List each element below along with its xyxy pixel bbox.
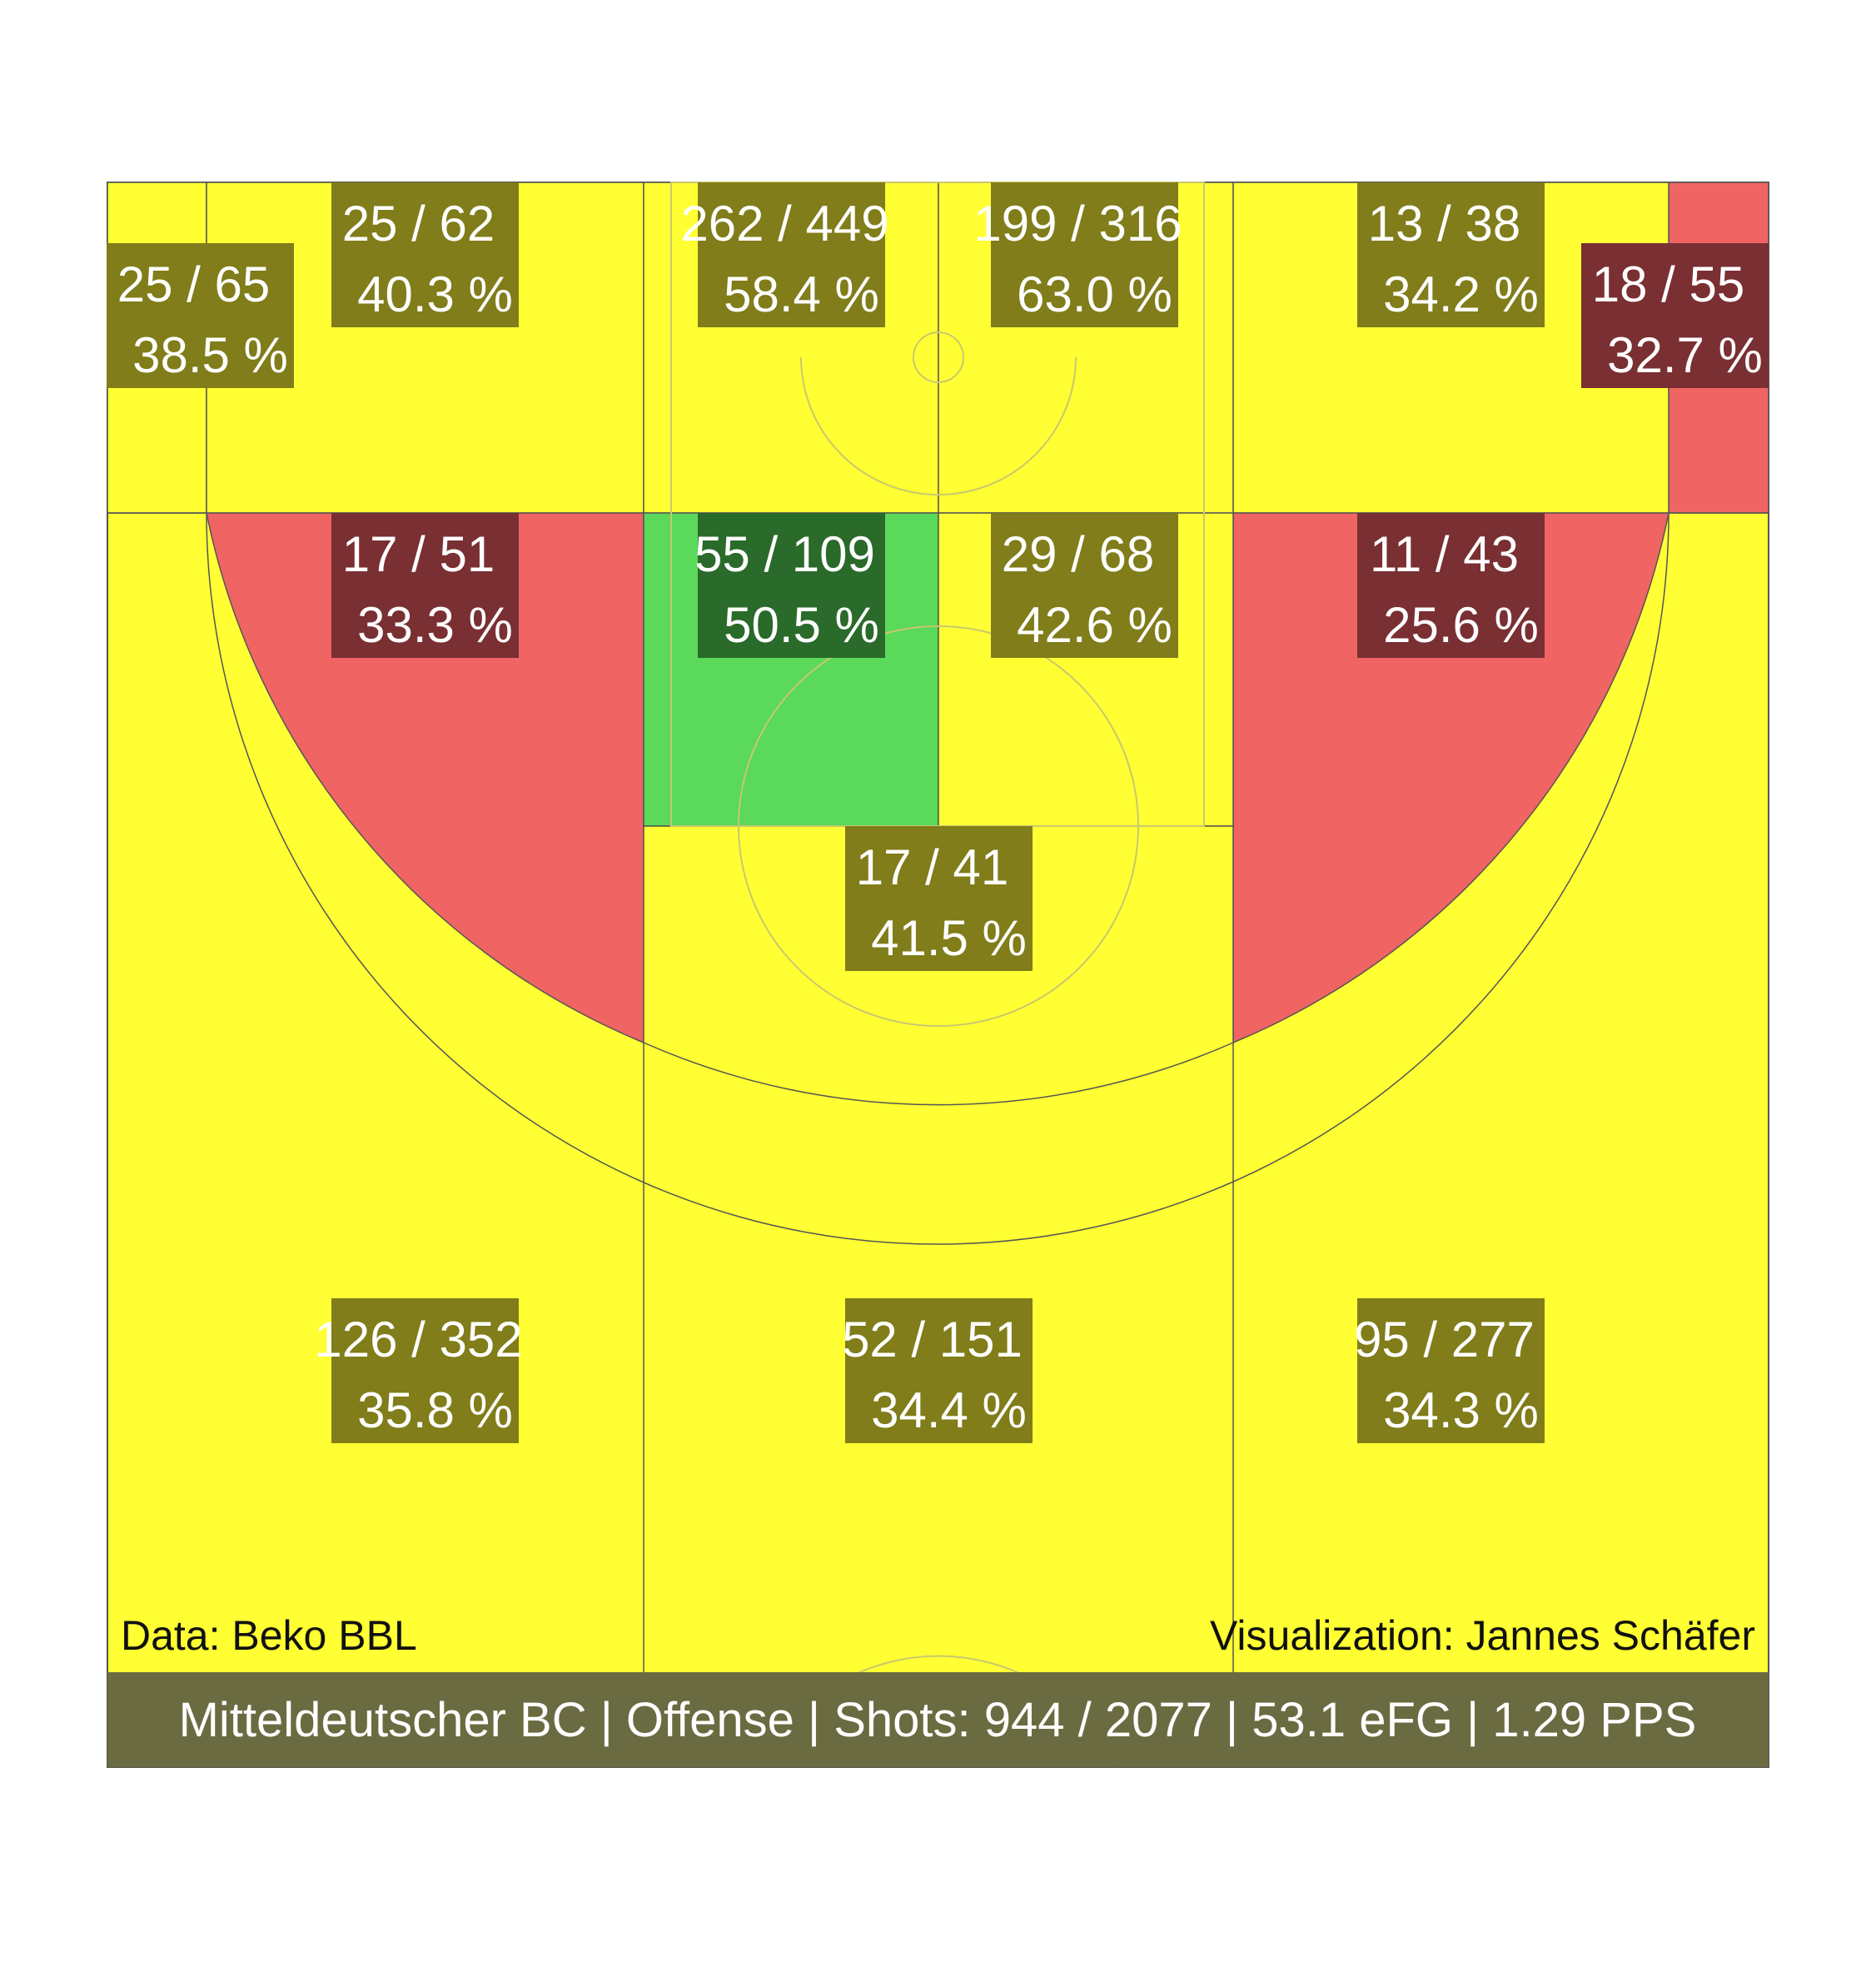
footer-bar [107, 1672, 1769, 1767]
zone-percent: 34.3 % [1383, 1382, 1539, 1438]
zone-fraction: 55 / 109 [694, 526, 875, 582]
zone-percent: 58.4 % [724, 266, 879, 322]
zone-fraction: 262 / 449 [680, 196, 888, 251]
zone-fraction: 17 / 41 [856, 839, 1009, 895]
zone-label-paint-left: 55 / 109 50.5 % [694, 513, 885, 658]
free-throw-circle [738, 625, 1139, 1027]
court-zones [107, 182, 1769, 1768]
footer-summary: Mitteldeutscher BC | Offense | Shots: 94… [179, 1693, 1697, 1747]
zone-label-box [698, 513, 885, 658]
zone-fraction: 95 / 277 [1354, 1312, 1535, 1367]
zone-percent: 25.6 % [1383, 597, 1539, 653]
zone-label-top-key-two: 17 / 41 41.5 % [845, 826, 1033, 971]
zone-label-box [698, 182, 885, 327]
zone-percent: 42.6 % [1017, 597, 1172, 653]
zone-fraction: 25 / 65 [117, 256, 271, 312]
zone-label-box [331, 513, 519, 658]
zone-fraction: 13 / 38 [1368, 196, 1521, 251]
zone-fraction: 199 / 316 [973, 196, 1182, 251]
zone-percent: 32.7 % [1607, 327, 1763, 383]
zone-percent: 40.3 % [357, 266, 513, 322]
zone-percent: 34.4 % [871, 1382, 1027, 1438]
zone-right-wing-two [1232, 512, 1669, 1044]
zone-label-box [991, 513, 1178, 658]
visualization-credit: Visualization: Jannes Schäfer [1210, 1612, 1755, 1659]
zone-label-box [1581, 243, 1769, 388]
zone-label-top-three: 52 / 151 34.4 % [842, 1298, 1033, 1443]
zone-fraction: 29 / 68 [1002, 526, 1155, 582]
zone-label-restricted-left: 262 / 449 58.4 % [680, 182, 889, 327]
zone-label-box [1357, 1298, 1545, 1443]
zone-label-right-wing-three: 95 / 277 34.3 % [1354, 1298, 1545, 1443]
zone-label-left-baseline-two: 25 / 62 40.3 % [331, 182, 519, 327]
zone-label-box [107, 243, 294, 388]
data-credit: Data: Beko BBL [121, 1612, 417, 1659]
zone-label-box [845, 1298, 1033, 1443]
zone-percent: 38.5 % [132, 327, 288, 383]
restricted-area-arc [800, 356, 1077, 495]
zone-label-right-corner-three: 18 / 55 32.7 % [1581, 243, 1769, 388]
zone-label-paint-right: 29 / 68 42.6 % [991, 513, 1178, 658]
zone-label-left-wing-two: 17 / 51 33.3 % [331, 513, 519, 658]
zone-percent: 33.3 % [357, 597, 513, 653]
zone-percent: 63.0 % [1017, 266, 1172, 322]
zone-label-left-wing-three: 126 / 352 35.8 % [314, 1298, 523, 1443]
zone-percent: 35.8 % [357, 1382, 513, 1438]
zone-percent: 41.5 % [871, 910, 1027, 966]
zone-fraction: 52 / 151 [842, 1312, 1023, 1367]
zone-fraction: 11 / 43 [1370, 526, 1519, 582]
zone-label-right-baseline-two: 13 / 38 34.2 % [1357, 182, 1545, 327]
zone-percent: 50.5 % [724, 597, 879, 653]
zone-label-box [331, 1298, 519, 1443]
zone-label-restricted-right: 199 / 316 63.0 % [973, 182, 1182, 327]
zone-fraction: 17 / 51 [342, 526, 495, 582]
zone-label-box [991, 182, 1178, 327]
three-point-arc [206, 512, 1669, 1245]
zone-label-left-corner-three: 25 / 65 38.5 % [107, 243, 294, 388]
zone-label-box [331, 182, 519, 327]
zone-fraction: 18 / 55 [1592, 256, 1745, 312]
basket-ring [913, 331, 964, 383]
zone-percent: 34.2 % [1383, 266, 1539, 322]
zone-labels: 25 / 65 38.5 % 25 / 62 40.3 % 262 / 449 58.4 … [107, 182, 1769, 1443]
zone-label-box [845, 826, 1033, 971]
zone-left-wing-two [206, 512, 644, 1044]
zone-label-box [1357, 182, 1545, 327]
zone-fraction: 126 / 352 [314, 1312, 522, 1367]
zone-label-right-wing-two: 11 / 43 25.6 % [1357, 513, 1545, 658]
zone-fraction: 25 / 62 [342, 196, 495, 251]
zone-label-box [1357, 513, 1545, 658]
